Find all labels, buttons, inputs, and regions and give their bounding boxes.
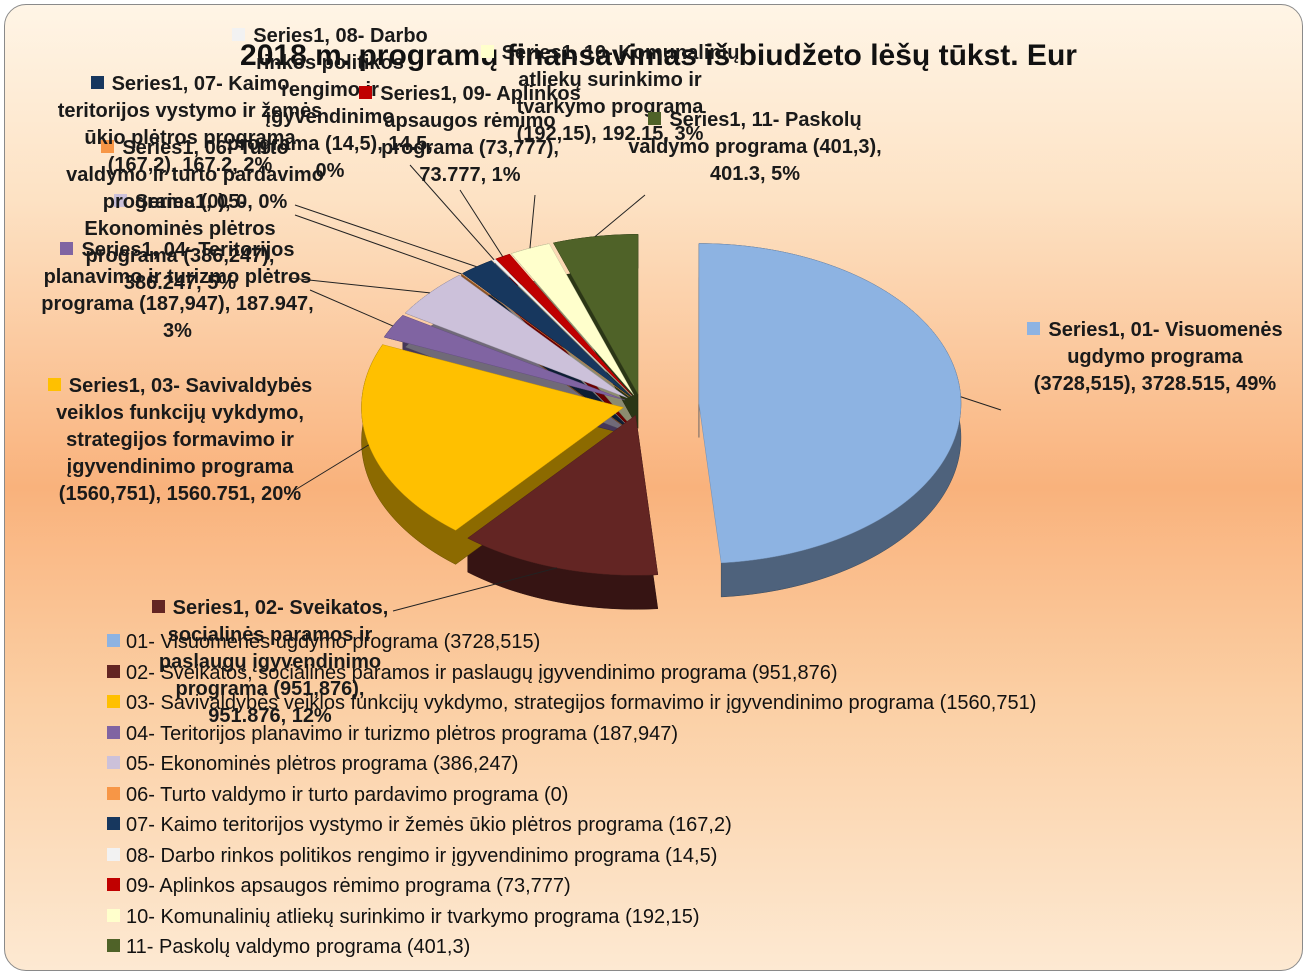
legend-entry: 03- Savivaldybės veiklos funkcijų vykdym… bbox=[107, 688, 1036, 719]
chart-title: 2018 m. programų finansavimas iš biudžet… bbox=[240, 39, 1077, 72]
legend-label: 07- Kaimo teritorijos vystymo ir žemės ū… bbox=[126, 814, 732, 836]
data-label: Series1, 03- Savivaldybės veiklos funkci… bbox=[35, 373, 325, 508]
leader-line bbox=[294, 204, 477, 268]
legend-entry: 04- Teritorijos planavimo ir turizmo plė… bbox=[107, 719, 1036, 750]
data-label-text: Series1, 04- Teritorijos planavimo ir tu… bbox=[41, 239, 314, 342]
label-swatch bbox=[151, 600, 165, 613]
label-swatch bbox=[232, 28, 246, 41]
legend-label: 11- Paskolų valdymo programa (401,3) bbox=[126, 936, 471, 958]
label-swatch bbox=[113, 194, 127, 207]
legend-label: 08- Darbo rinkos politikos rengimo ir įg… bbox=[126, 844, 718, 867]
legend-label: 09- Aplinkos apsaugos rėmimo programa (7… bbox=[126, 875, 571, 897]
slice bbox=[492, 258, 632, 396]
label-swatch bbox=[359, 86, 373, 99]
data-label-text: Series1, 03- Savivaldybės veiklos funkci… bbox=[56, 375, 313, 505]
legend-swatch bbox=[107, 908, 120, 922]
legend-entry: 02- Sveikatos, socialinės paramos ir pas… bbox=[107, 658, 1036, 689]
legend-swatch bbox=[107, 847, 120, 861]
leader-line bbox=[459, 189, 504, 257]
slice bbox=[698, 243, 962, 564]
label-swatch bbox=[648, 112, 662, 125]
legend-entry: 09- Aplinkos apsaugos rėmimo programa (7… bbox=[107, 871, 1036, 902]
data-label-text: Series1, 10- Komunalinių atliekų surinki… bbox=[501, 42, 740, 145]
data-label: Series1, 10- Komunalinių atliekų surinki… bbox=[475, 40, 745, 148]
data-label: Series1, 05- Ekonominės plėtros programa… bbox=[65, 189, 295, 297]
data-label-text: Series1, 05- Ekonominės plėtros programa… bbox=[84, 191, 276, 294]
data-label: Series1, 11- Paskolų valdymo programa (4… bbox=[620, 107, 890, 188]
label-swatch bbox=[1027, 322, 1041, 335]
legend-entry: 11- Paskolų valdymo programa (401,3) bbox=[107, 932, 1036, 963]
data-label: Series1, 01- Visuomenės ugdymo programa … bbox=[1015, 317, 1295, 398]
slice bbox=[383, 314, 626, 401]
legend-label: 10- Komunalinių atliekų surinkimo ir tva… bbox=[126, 905, 700, 928]
label-swatch bbox=[480, 45, 494, 58]
legend-swatch bbox=[107, 664, 120, 678]
data-label-text: Series1, 08- Darbo rinkos politikos reng… bbox=[227, 25, 433, 182]
data-label-text: Series1, 06- Turto valdymo ir turto pard… bbox=[66, 137, 324, 213]
legend-entry: 05- Ekonominės plėtros programa (386,247… bbox=[107, 749, 1036, 780]
legend-label: 05- Ekonominės plėtros programa (386,247… bbox=[126, 753, 519, 775]
data-label-text: Series1, 07- Kaimo teritorijos vystymo i… bbox=[57, 73, 323, 176]
chart-area: 2018 m. programų finansavimas iš biudžet… bbox=[4, 4, 1303, 971]
label-swatch bbox=[101, 140, 115, 153]
data-label: Series1, 07- Kaimo teritorijos vystymo i… bbox=[55, 71, 325, 179]
data-label: Series1, 02- Sveikatos, socialinės param… bbox=[135, 595, 405, 730]
data-label: Series1, 06- Turto valdymo ir turto pard… bbox=[60, 135, 330, 216]
label-swatch bbox=[90, 76, 104, 89]
label-swatch bbox=[47, 378, 61, 391]
legend-entry: 10- Komunalinių atliekų surinkimo ir tva… bbox=[107, 902, 1036, 933]
legend: 01- Visuomenės ugdymo programa (3728,515… bbox=[107, 627, 1036, 963]
slice bbox=[361, 344, 625, 531]
legend-entry: 06- Turto valdymo ir turto pardavimo pro… bbox=[107, 780, 1036, 811]
legend-swatch bbox=[107, 725, 120, 739]
leader-line bbox=[409, 164, 495, 260]
legend-entry: 08- Darbo rinkos politikos rengimo ir įg… bbox=[107, 841, 1036, 872]
data-label: Series1, 04- Teritorijos planavimo ir tu… bbox=[35, 237, 320, 345]
data-label-text: Series1, 01- Visuomenės ugdymo programa … bbox=[1033, 319, 1283, 395]
legend-swatch bbox=[107, 878, 120, 891]
data-label-text: Series1, 02- Sveikatos, socialinės param… bbox=[158, 597, 389, 727]
data-label: Series1, 09- Aplinkos apsaugos rėmimo pr… bbox=[345, 81, 595, 189]
data-label: Series1, 08- Darbo rinkos politikos reng… bbox=[220, 23, 440, 185]
slice bbox=[495, 253, 633, 396]
data-label-text: Series1, 11- Paskolų valdymo programa (4… bbox=[628, 109, 882, 185]
leader-line bbox=[594, 194, 646, 237]
legend-swatch bbox=[107, 634, 120, 647]
leader-line bbox=[294, 214, 462, 275]
legend-label: 06- Turto valdymo ir turto pardavimo pro… bbox=[126, 783, 569, 806]
legend-swatch bbox=[107, 786, 120, 800]
legend-label: 03- Savivaldybės veiklos funkcijų vykdym… bbox=[126, 692, 1037, 714]
data-label-text: Series1, 09- Aplinkos apsaugos rėmimo pr… bbox=[380, 83, 581, 186]
slice bbox=[510, 243, 635, 396]
chart bbox=[289, 164, 1002, 612]
legend-swatch bbox=[107, 695, 120, 708]
leader-line bbox=[392, 567, 557, 612]
legend-label: 04- Teritorijos planavimo ir turizmo plė… bbox=[126, 722, 679, 745]
legend-swatch bbox=[107, 817, 120, 830]
legend-entry: 07- Kaimo teritorijos vystymo ir žemės ū… bbox=[107, 810, 1036, 841]
legend-entry: 01- Visuomenės ugdymo programa (3728,515… bbox=[107, 627, 1036, 658]
label-swatch bbox=[60, 242, 74, 255]
slice bbox=[404, 274, 628, 399]
legend-label: 02- Sveikatos, socialinės paramos ir pas… bbox=[126, 661, 838, 684]
leader-line bbox=[309, 289, 393, 327]
legend-swatch bbox=[107, 756, 120, 769]
legend-label: 01- Visuomenės ugdymo programa (3728,515… bbox=[126, 631, 541, 653]
leader-line bbox=[294, 444, 369, 491]
leader-line bbox=[960, 396, 1002, 411]
legend-swatch bbox=[107, 939, 120, 952]
leader-line bbox=[289, 277, 430, 294]
slice bbox=[553, 234, 639, 396]
leader-line bbox=[529, 194, 536, 249]
